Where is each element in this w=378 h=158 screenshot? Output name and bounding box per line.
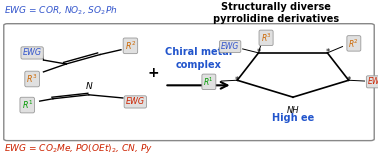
Text: $R^1$: $R^1$ — [203, 76, 214, 88]
Text: *: * — [256, 48, 261, 57]
Text: *: * — [235, 76, 239, 85]
Text: EWG: EWG — [23, 49, 42, 57]
Text: EWG: EWG — [126, 97, 145, 106]
Text: $\mathit{EWG}$ = $\mathit{COR}$, $\mathit{NO_2}$, $\mathit{SO_2Ph}$: $\mathit{EWG}$ = $\mathit{COR}$, $\mathi… — [4, 5, 117, 17]
Text: $R^3$: $R^3$ — [260, 32, 271, 44]
Text: $\mathit{EWG}$ = $\mathit{CO_2Me}$, $\mathit{PO(OEt)_2}$, $\mathit{CN}$, $\mathi: $\mathit{EWG}$ = $\mathit{CO_2Me}$, $\ma… — [4, 142, 153, 155]
Text: $N$: $N$ — [85, 80, 93, 91]
Text: $R^3$: $R^3$ — [26, 73, 38, 85]
FancyBboxPatch shape — [4, 24, 374, 141]
Text: NH: NH — [287, 106, 299, 115]
Text: *: * — [347, 76, 351, 85]
Text: Structurally diverse
pyrrolidine derivatives: Structurally diverse pyrrolidine derivat… — [213, 2, 339, 24]
Text: Chiral metal
complex: Chiral metal complex — [165, 47, 232, 70]
Text: *: * — [325, 48, 330, 57]
Text: High ee: High ee — [272, 113, 314, 123]
Text: $R^1$: $R^1$ — [22, 99, 33, 111]
Text: $R^2$: $R^2$ — [125, 40, 136, 52]
Text: EWG: EWG — [368, 77, 378, 86]
Text: $R^2$: $R^2$ — [349, 37, 359, 50]
Text: EWG: EWG — [221, 42, 239, 51]
Text: +: + — [147, 66, 159, 80]
